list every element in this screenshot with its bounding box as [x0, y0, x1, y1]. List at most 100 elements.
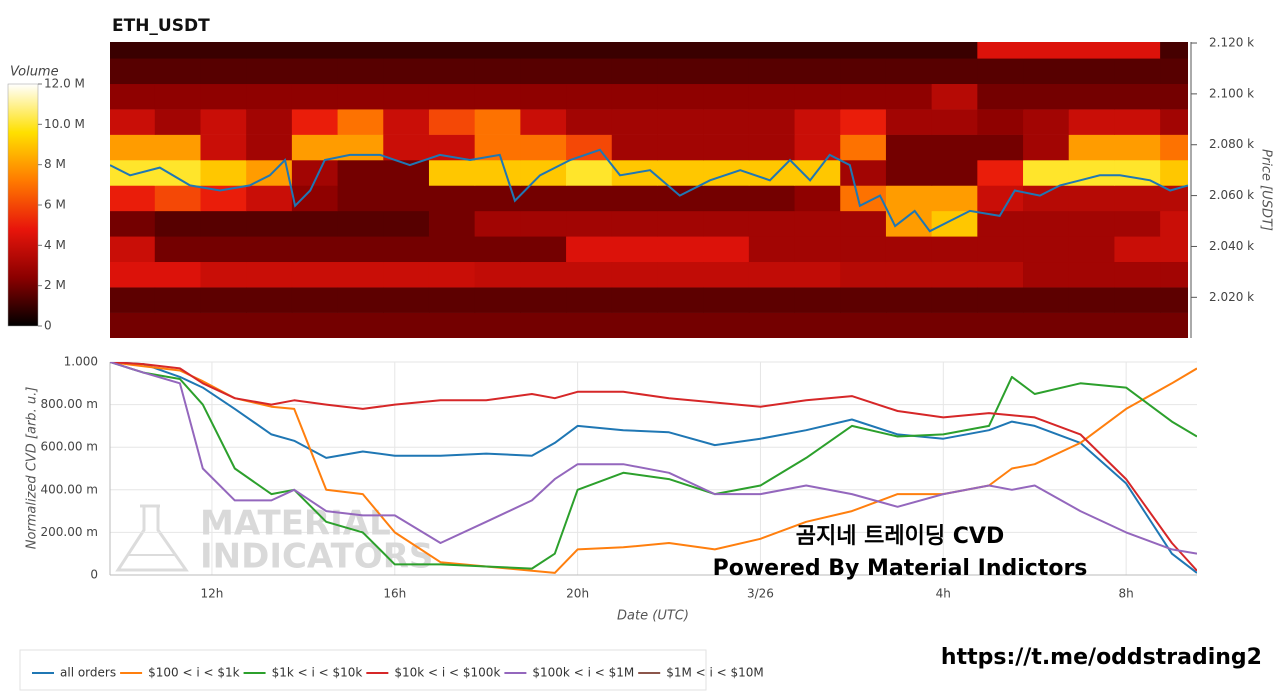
heat-cell: [748, 159, 796, 186]
heat-cell: [337, 42, 384, 59]
colorbar: [7, 83, 39, 327]
heat-cell: [383, 134, 430, 161]
heat-cell: [200, 210, 247, 237]
heat-cell: [1160, 210, 1188, 237]
heat-cell: [703, 42, 750, 59]
heat-cell: [337, 159, 384, 186]
heat-cell: [977, 236, 1024, 263]
heat-cell: [931, 159, 978, 186]
heat-cell: [291, 83, 339, 110]
colorbar-tick-label: 0: [44, 319, 52, 333]
heat-cell: [246, 83, 293, 110]
colorbar-tick-label: 10.0 M: [44, 117, 85, 131]
heat-cell: [840, 83, 887, 110]
heat-cell: [840, 210, 887, 237]
heat-cell: [840, 42, 887, 59]
heat-cell: [611, 210, 658, 237]
heat-cell: [1160, 58, 1188, 85]
heat-cell: [337, 236, 384, 263]
heat-cell: [200, 236, 247, 263]
watermark-flask: [115, 504, 189, 572]
heat-cell: [428, 312, 476, 338]
heat-cell: [885, 312, 933, 338]
heat-cell: [154, 42, 201, 59]
heat-cell: [154, 210, 201, 237]
heat-cell: [611, 109, 658, 135]
heat-cell: [748, 134, 796, 161]
heat-cell: [383, 42, 430, 59]
heat-cell: [1068, 236, 1115, 263]
heat-cell: [748, 109, 796, 135]
heat-cell: [885, 261, 933, 288]
heat-cell: [246, 185, 293, 212]
heat-cell: [1023, 312, 1070, 338]
heat-cell: [291, 134, 339, 161]
heat-cell: [703, 58, 750, 85]
heat-cell: [1160, 287, 1188, 313]
heat-cell: [1160, 261, 1188, 288]
heat-cell: [200, 83, 247, 110]
heat-cell: [110, 83, 156, 110]
heat-cell: [657, 312, 704, 338]
heat-cell: [1068, 134, 1115, 161]
heat-cell: [337, 109, 384, 135]
heat-cell: [154, 159, 201, 186]
heat-cell: [291, 261, 339, 288]
heat-cell: [1068, 58, 1115, 85]
heat-cell: [428, 185, 476, 212]
legend-label: $10k < i < $100k: [394, 666, 500, 680]
watermark: INDICATORS: [200, 537, 433, 577]
colorbar-tick-label: 4 M: [44, 238, 66, 252]
heat-cell: [566, 109, 613, 135]
heat-cell: [566, 185, 613, 212]
heat-cell: [611, 236, 658, 263]
heat-cell: [1023, 287, 1070, 313]
heat-cell: [154, 185, 201, 212]
heat-cell: [428, 236, 476, 263]
heat-cell: [566, 58, 613, 85]
heat-cell: [520, 236, 567, 263]
heat-cell: [246, 210, 293, 237]
heat-cell: [566, 312, 613, 338]
heat-cell: [428, 287, 476, 313]
heat-cell: [1023, 210, 1070, 237]
heat-cell: [110, 185, 156, 212]
lines: [110, 362, 1197, 574]
heat-cell: [383, 287, 430, 313]
heat-cell: [794, 312, 841, 338]
heat-cell: [383, 109, 430, 135]
heat-cell: [840, 58, 887, 85]
heat-cell: [703, 134, 750, 161]
heat-cell: [840, 261, 887, 288]
heat-cell: [291, 236, 339, 263]
heat-cell: [383, 83, 430, 110]
heat-cell: [931, 287, 978, 313]
y-tick-label: 2.040 k: [1209, 239, 1254, 253]
heat-cell: [840, 236, 887, 263]
heat-cell: [337, 210, 384, 237]
heat-cell: [428, 159, 476, 186]
heat-cell: [611, 287, 658, 313]
heat-cell: [931, 134, 978, 161]
heat-cell: [977, 312, 1024, 338]
heat-cell: [154, 236, 201, 263]
heat-cell: [291, 109, 339, 135]
heat-cell: [200, 159, 247, 186]
heat-cell: [520, 261, 567, 288]
heat-cell: [1160, 134, 1188, 161]
colorbar-tick-label: 8 M: [44, 157, 66, 171]
heat-cell: [110, 109, 156, 135]
heat-cell: [794, 109, 841, 135]
heat-cell: [291, 185, 339, 212]
heat-cell: [200, 287, 247, 313]
heat-cell: [885, 58, 933, 85]
y-tick-label: 600.00 m: [41, 440, 99, 454]
heat-cell: [566, 236, 613, 263]
heat-cell: [1068, 42, 1115, 59]
heat-cell: [794, 210, 841, 237]
heat-cell: [520, 287, 567, 313]
heat-cell: [794, 287, 841, 313]
heat-cell: [428, 42, 476, 59]
heat-cell: [110, 210, 156, 237]
heat-cell: [931, 185, 978, 212]
